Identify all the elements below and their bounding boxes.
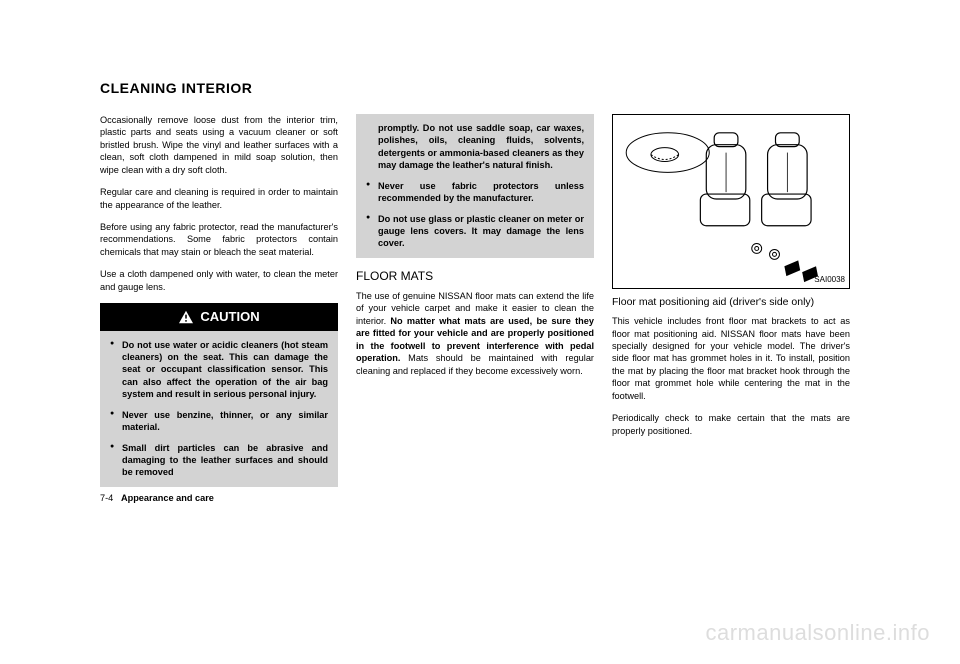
caution-item-continued: promptly. Do not use saddle soap, car wa…: [366, 122, 584, 172]
sub-subheading: Floor mat positioning aid (driver's side…: [612, 295, 850, 309]
caution-item: Never use benzine, thinner, or any simil…: [110, 409, 328, 434]
body-paragraph: The use of genuine NISSAN floor mats can…: [356, 290, 594, 377]
caution-item: Never use fabric protectors unless recom…: [366, 180, 584, 205]
column-2: promptly. Do not use saddle soap, car wa…: [356, 114, 594, 487]
column-container: Occasionally remove loose dust from the …: [100, 114, 860, 487]
watermark: carmanualsonline.info: [705, 620, 930, 646]
subheading: FLOOR MATS: [356, 268, 594, 284]
caution-label: CAUTION: [200, 308, 259, 326]
column-1: Occasionally remove loose dust from the …: [100, 114, 338, 487]
seat-illustration: [613, 115, 849, 288]
figure-label: SAI0038: [814, 275, 845, 286]
section-title: CLEANING INTERIOR: [100, 80, 860, 96]
body-paragraph: Occasionally remove loose dust from the …: [100, 114, 338, 176]
warning-triangle-icon: [178, 310, 194, 324]
column-3: SAI0038 Floor mat positioning aid (drive…: [612, 114, 850, 487]
body-paragraph: Regular care and cleaning is required in…: [100, 186, 338, 211]
caution-box-continued: promptly. Do not use saddle soap, car wa…: [356, 114, 594, 258]
body-paragraph: Periodically check to make certain that …: [612, 412, 850, 437]
caution-item: Do not use water or acidic cleaners (hot…: [110, 339, 328, 401]
body-paragraph: Use a cloth dampened only with water, to…: [100, 268, 338, 293]
body-paragraph: This vehicle includes front floor mat br…: [612, 315, 850, 402]
caution-box: Do not use water or acidic cleaners (hot…: [100, 331, 338, 487]
caution-item: Do not use glass or plastic cleaner on m…: [366, 213, 584, 250]
caution-header: CAUTION: [100, 303, 338, 331]
figure-box: SAI0038: [612, 114, 850, 289]
caution-item: Small dirt particles can be abrasive and…: [110, 442, 328, 479]
body-paragraph: Before using any fabric protector, read …: [100, 221, 338, 258]
footer-section: Appearance and care: [121, 493, 214, 503]
page-number: 7-4: [100, 493, 113, 503]
page-footer: 7-4 Appearance and care: [100, 493, 860, 503]
